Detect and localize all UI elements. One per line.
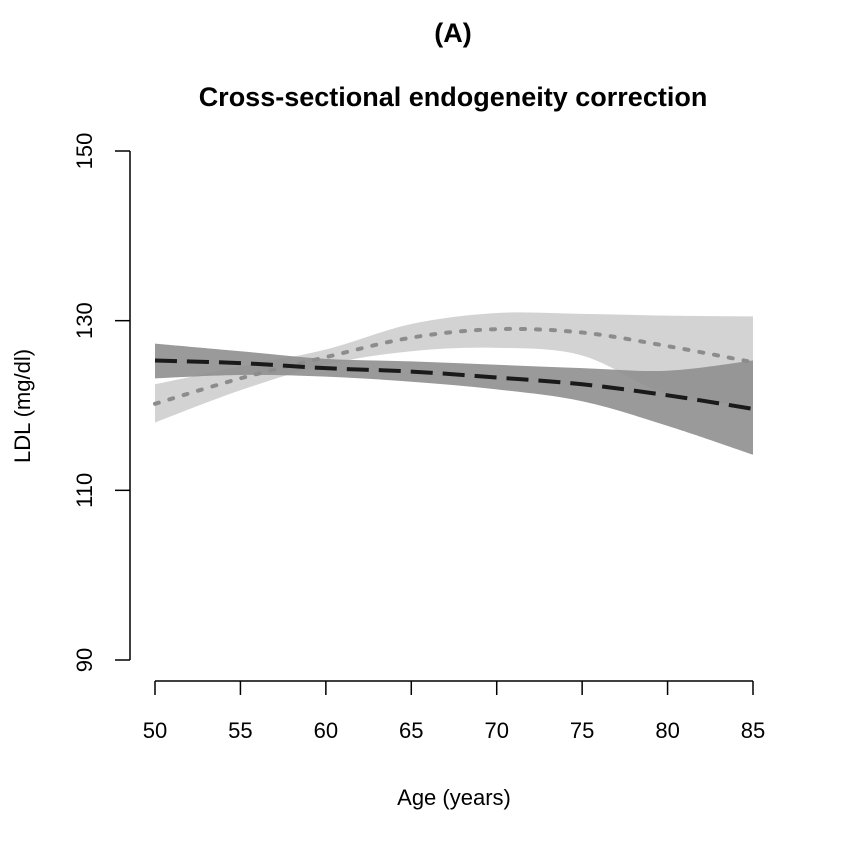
series-line-2 bbox=[154, 358, 754, 411]
y-axis-label: LDL (mg/dl) bbox=[10, 349, 35, 463]
x-tick-label: 70 bbox=[484, 718, 508, 743]
confidence-band-1 bbox=[155, 312, 753, 423]
y-tick-label: 90 bbox=[72, 648, 97, 672]
x-tick-label: 85 bbox=[741, 718, 765, 743]
confidence-bands bbox=[155, 312, 753, 455]
series-lines bbox=[153, 326, 755, 411]
x-axis-label: Age (years) bbox=[397, 785, 511, 810]
axes bbox=[129, 151, 753, 682]
chart-title: Cross-sectional endogeneity correction bbox=[198, 82, 708, 112]
x-tick-label: 50 bbox=[143, 718, 167, 743]
confidence-band-2 bbox=[155, 343, 753, 455]
series-line-1 bbox=[153, 326, 755, 406]
y-tick-label: 110 bbox=[72, 473, 97, 508]
panel-label: (A) bbox=[434, 18, 472, 48]
y-tick-label: 150 bbox=[72, 133, 97, 170]
y-tick-label: 130 bbox=[72, 302, 97, 339]
x-tick-label: 55 bbox=[228, 718, 252, 743]
x-tick-label: 80 bbox=[655, 718, 679, 743]
x-tick-label: 75 bbox=[570, 718, 594, 743]
x-tick-label: 65 bbox=[399, 718, 423, 743]
x-tick-label: 60 bbox=[314, 718, 338, 743]
y-ticks: 90 110 130 150 bbox=[72, 133, 130, 672]
x-ticks: 50 55 60 65 70 75 80 85 bbox=[143, 681, 765, 743]
